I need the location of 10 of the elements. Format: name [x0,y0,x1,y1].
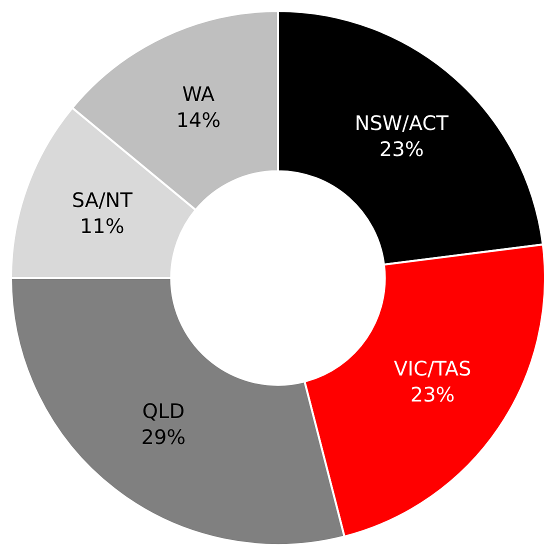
data-label: 23% [379,137,424,162]
slice-label: VIC/TAS [394,356,472,380]
data-label: 23% [410,382,455,406]
data-label: 29% [141,424,186,449]
slice-label: SA/NT [72,188,134,212]
data-label: 11% [80,214,124,238]
slice-label: WA [182,82,215,106]
slice-label: NSW/ACT [354,111,450,136]
data-label: 14% [176,108,221,132]
slice-label: QLD [142,398,185,423]
